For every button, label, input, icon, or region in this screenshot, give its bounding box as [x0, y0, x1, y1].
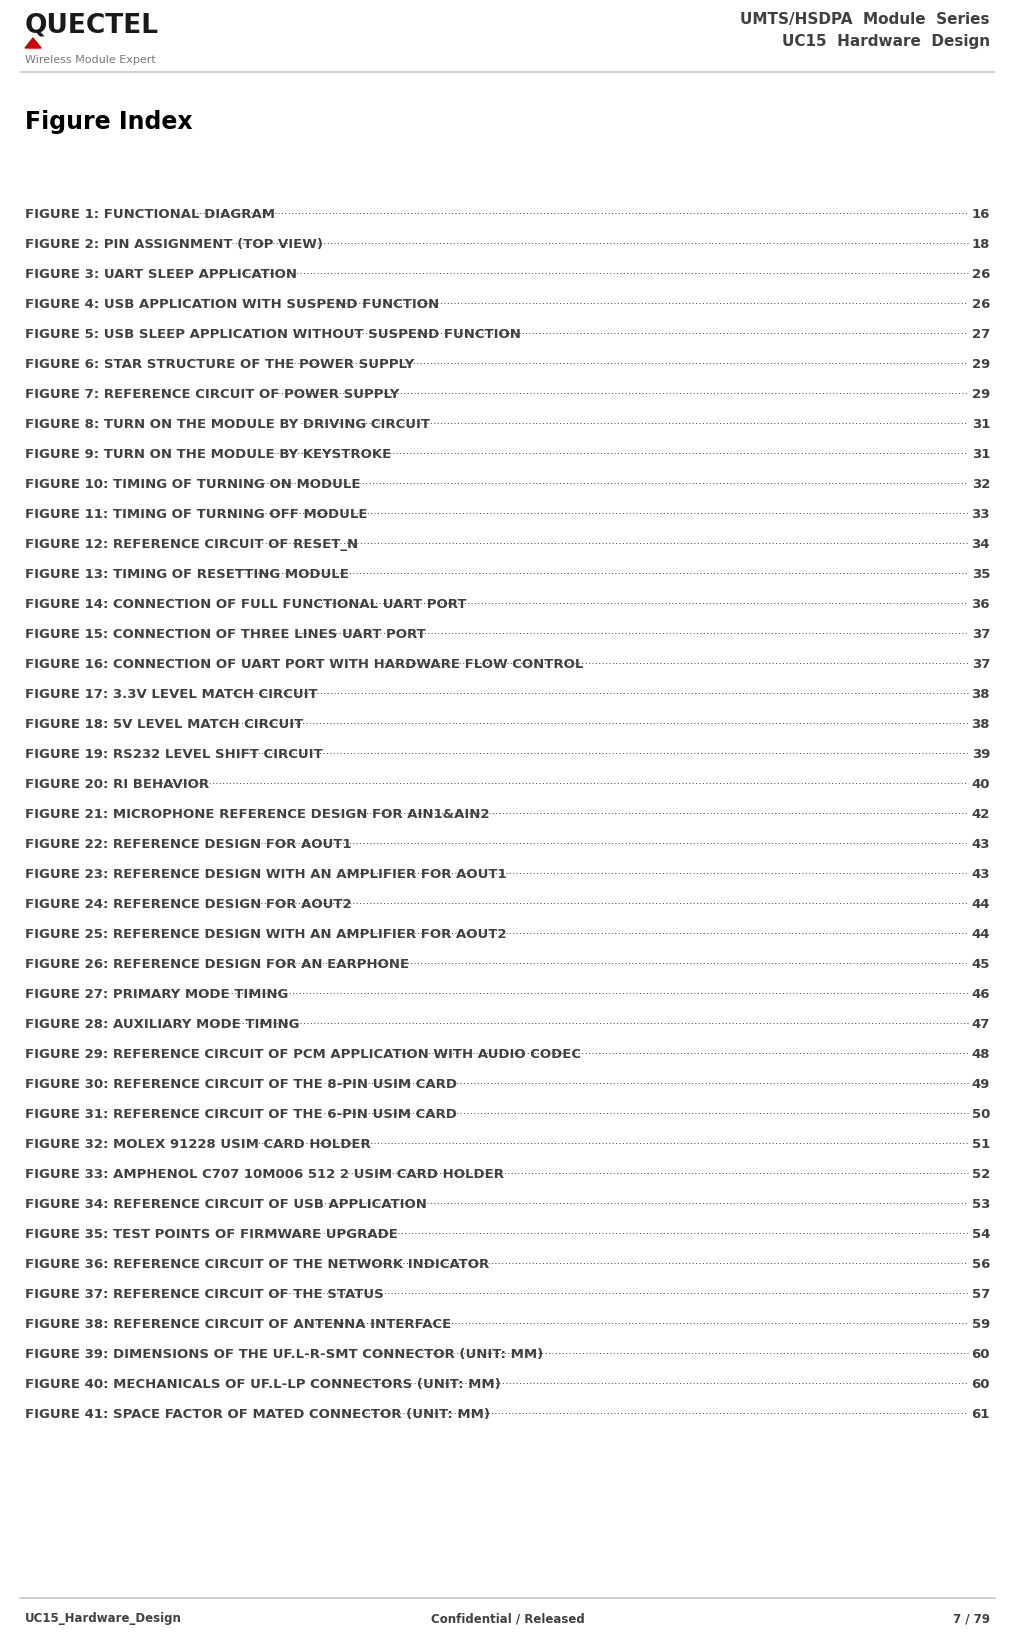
Text: FIGURE 5: USB SLEEP APPLICATION WITHOUT SUSPEND FUNCTION: FIGURE 5: USB SLEEP APPLICATION WITHOUT …	[25, 328, 521, 341]
Text: 46: 46	[971, 988, 990, 1001]
Text: 7 / 79: 7 / 79	[953, 1613, 990, 1624]
Text: FIGURE 36: REFERENCE CIRCUIT OF THE NETWORK INDICATOR: FIGURE 36: REFERENCE CIRCUIT OF THE NETW…	[25, 1259, 489, 1270]
Text: 61: 61	[971, 1408, 990, 1421]
Text: 37: 37	[971, 628, 990, 641]
Text: FIGURE 14: CONNECTION OF FULL FUNCTIONAL UART PORT: FIGURE 14: CONNECTION OF FULL FUNCTIONAL…	[25, 598, 467, 611]
Text: 29: 29	[971, 388, 990, 402]
Text: 37: 37	[971, 657, 990, 670]
Text: FIGURE 34: REFERENCE CIRCUIT OF USB APPLICATION: FIGURE 34: REFERENCE CIRCUIT OF USB APPL…	[25, 1198, 427, 1211]
Text: 53: 53	[971, 1198, 990, 1211]
Text: FIGURE 22: REFERENCE DESIGN FOR AOUT1: FIGURE 22: REFERENCE DESIGN FOR AOUT1	[25, 838, 351, 851]
Text: 29: 29	[971, 357, 990, 370]
Text: FIGURE 13: TIMING OF RESETTING MODULE: FIGURE 13: TIMING OF RESETTING MODULE	[25, 569, 349, 580]
Text: FIGURE 38: REFERENCE CIRCUIT OF ANTENNA INTERFACE: FIGURE 38: REFERENCE CIRCUIT OF ANTENNA …	[25, 1318, 452, 1331]
Text: Confidential / Released: Confidential / Released	[431, 1613, 585, 1624]
Text: FIGURE 16: CONNECTION OF UART PORT WITH HARDWARE FLOW CONTROL: FIGURE 16: CONNECTION OF UART PORT WITH …	[25, 657, 584, 670]
Text: FIGURE 35: TEST POINTS OF FIRMWARE UPGRADE: FIGURE 35: TEST POINTS OF FIRMWARE UPGRA…	[25, 1228, 398, 1241]
Text: 45: 45	[971, 959, 990, 970]
Text: FIGURE 26: REFERENCE DESIGN FOR AN EARPHONE: FIGURE 26: REFERENCE DESIGN FOR AN EARPH…	[25, 959, 409, 970]
Text: QUECTEL: QUECTEL	[25, 13, 159, 39]
Text: FIGURE 33: AMPHENOL C707 10M006 512 2 USIM CARD HOLDER: FIGURE 33: AMPHENOL C707 10M006 512 2 US…	[25, 1169, 504, 1182]
Text: FIGURE 12: REFERENCE CIRCUIT OF RESET_N: FIGURE 12: REFERENCE CIRCUIT OF RESET_N	[25, 538, 358, 551]
Text: FIGURE 20: RI BEHAVIOR: FIGURE 20: RI BEHAVIOR	[25, 779, 209, 792]
Text: FIGURE 3: UART SLEEP APPLICATION: FIGURE 3: UART SLEEP APPLICATION	[25, 269, 297, 280]
Text: 59: 59	[971, 1318, 990, 1331]
Text: 38: 38	[971, 718, 990, 731]
Text: FIGURE 27: PRIMARY MODE TIMING: FIGURE 27: PRIMARY MODE TIMING	[25, 988, 288, 1001]
Text: Wireless Module Expert: Wireless Module Expert	[25, 56, 155, 66]
Text: 60: 60	[971, 1378, 990, 1392]
Text: FIGURE 41: SPACE FACTOR OF MATED CONNECTOR (UNIT: MM): FIGURE 41: SPACE FACTOR OF MATED CONNECT…	[25, 1408, 490, 1421]
Text: FIGURE 40: MECHANICALS OF UF.L-LP CONNECTORS (UNIT: MM): FIGURE 40: MECHANICALS OF UF.L-LP CONNEC…	[25, 1378, 500, 1392]
Text: 52: 52	[971, 1169, 990, 1182]
Text: UC15_Hardware_Design: UC15_Hardware_Design	[25, 1613, 182, 1624]
Text: FIGURE 15: CONNECTION OF THREE LINES UART PORT: FIGURE 15: CONNECTION OF THREE LINES UAR…	[25, 628, 425, 641]
Text: FIGURE 11: TIMING OF TURNING OFF MODULE: FIGURE 11: TIMING OF TURNING OFF MODULE	[25, 508, 367, 521]
Text: 48: 48	[971, 1047, 990, 1060]
Text: FIGURE 1: FUNCTIONAL DIAGRAM: FIGURE 1: FUNCTIONAL DIAGRAM	[25, 208, 275, 221]
Text: 26: 26	[971, 269, 990, 280]
Text: FIGURE 37: REFERENCE CIRCUIT OF THE STATUS: FIGURE 37: REFERENCE CIRCUIT OF THE STAT…	[25, 1288, 384, 1301]
Text: 50: 50	[971, 1108, 990, 1121]
Text: 47: 47	[971, 1018, 990, 1031]
Text: FIGURE 21: MICROPHONE REFERENCE DESIGN FOR AIN1&AIN2: FIGURE 21: MICROPHONE REFERENCE DESIGN F…	[25, 808, 489, 821]
Text: FIGURE 29: REFERENCE CIRCUIT OF PCM APPLICATION WITH AUDIO CODEC: FIGURE 29: REFERENCE CIRCUIT OF PCM APPL…	[25, 1047, 581, 1060]
Text: 26: 26	[971, 298, 990, 311]
Text: 43: 43	[971, 869, 990, 882]
Text: 38: 38	[971, 688, 990, 701]
Text: FIGURE 30: REFERENCE CIRCUIT OF THE 8-PIN USIM CARD: FIGURE 30: REFERENCE CIRCUIT OF THE 8-PI…	[25, 1078, 457, 1092]
Text: 44: 44	[971, 898, 990, 911]
Text: FIGURE 7: REFERENCE CIRCUIT OF POWER SUPPLY: FIGURE 7: REFERENCE CIRCUIT OF POWER SUP…	[25, 388, 399, 402]
Polygon shape	[25, 38, 41, 48]
Text: 54: 54	[971, 1228, 990, 1241]
Text: 31: 31	[971, 447, 990, 461]
Text: FIGURE 17: 3.3V LEVEL MATCH CIRCUIT: FIGURE 17: 3.3V LEVEL MATCH CIRCUIT	[25, 688, 318, 701]
Text: FIGURE 28: AUXILIARY MODE TIMING: FIGURE 28: AUXILIARY MODE TIMING	[25, 1018, 299, 1031]
Text: 27: 27	[971, 328, 990, 341]
Text: 60: 60	[971, 1347, 990, 1360]
Text: 18: 18	[971, 238, 990, 251]
Text: UC15  Hardware  Design: UC15 Hardware Design	[782, 34, 990, 49]
Text: FIGURE 32: MOLEX 91228 USIM CARD HOLDER: FIGURE 32: MOLEX 91228 USIM CARD HOLDER	[25, 1137, 370, 1151]
Text: 35: 35	[971, 569, 990, 580]
Text: FIGURE 8: TURN ON THE MODULE BY DRIVING CIRCUIT: FIGURE 8: TURN ON THE MODULE BY DRIVING …	[25, 418, 430, 431]
Text: FIGURE 31: REFERENCE CIRCUIT OF THE 6-PIN USIM CARD: FIGURE 31: REFERENCE CIRCUIT OF THE 6-PI…	[25, 1108, 457, 1121]
Text: FIGURE 10: TIMING OF TURNING ON MODULE: FIGURE 10: TIMING OF TURNING ON MODULE	[25, 479, 360, 492]
Text: 34: 34	[971, 538, 990, 551]
Text: FIGURE 39: DIMENSIONS OF THE UF.L-R-SMT CONNECTOR (UNIT: MM): FIGURE 39: DIMENSIONS OF THE UF.L-R-SMT …	[25, 1347, 543, 1360]
Text: 56: 56	[971, 1259, 990, 1270]
Text: FIGURE 23: REFERENCE DESIGN WITH AN AMPLIFIER FOR AOUT1: FIGURE 23: REFERENCE DESIGN WITH AN AMPL…	[25, 869, 506, 882]
Text: FIGURE 2: PIN ASSIGNMENT (TOP VIEW): FIGURE 2: PIN ASSIGNMENT (TOP VIEW)	[25, 238, 323, 251]
Text: 16: 16	[971, 208, 990, 221]
Text: 44: 44	[971, 928, 990, 941]
Text: 32: 32	[971, 479, 990, 492]
Text: FIGURE 18: 5V LEVEL MATCH CIRCUIT: FIGURE 18: 5V LEVEL MATCH CIRCUIT	[25, 718, 303, 731]
Text: UMTS/HSDPA  Module  Series: UMTS/HSDPA Module Series	[741, 11, 990, 26]
Text: 36: 36	[971, 598, 990, 611]
Text: 42: 42	[971, 808, 990, 821]
Text: 49: 49	[971, 1078, 990, 1092]
Text: 39: 39	[971, 747, 990, 760]
Text: 57: 57	[971, 1288, 990, 1301]
Text: 31: 31	[971, 418, 990, 431]
Text: FIGURE 4: USB APPLICATION WITH SUSPEND FUNCTION: FIGURE 4: USB APPLICATION WITH SUSPEND F…	[25, 298, 439, 311]
Text: Figure Index: Figure Index	[25, 110, 193, 134]
Text: FIGURE 24: REFERENCE DESIGN FOR AOUT2: FIGURE 24: REFERENCE DESIGN FOR AOUT2	[25, 898, 351, 911]
Text: 33: 33	[971, 508, 990, 521]
Text: FIGURE 6: STAR STRUCTURE OF THE POWER SUPPLY: FIGURE 6: STAR STRUCTURE OF THE POWER SU…	[25, 357, 414, 370]
Text: FIGURE 9: TURN ON THE MODULE BY KEYSTROKE: FIGURE 9: TURN ON THE MODULE BY KEYSTROK…	[25, 447, 391, 461]
Text: 43: 43	[971, 838, 990, 851]
Text: 40: 40	[971, 779, 990, 792]
Text: 51: 51	[971, 1137, 990, 1151]
Text: FIGURE 25: REFERENCE DESIGN WITH AN AMPLIFIER FOR AOUT2: FIGURE 25: REFERENCE DESIGN WITH AN AMPL…	[25, 928, 506, 941]
Text: FIGURE 19: RS232 LEVEL SHIFT CIRCUIT: FIGURE 19: RS232 LEVEL SHIFT CIRCUIT	[25, 747, 323, 760]
